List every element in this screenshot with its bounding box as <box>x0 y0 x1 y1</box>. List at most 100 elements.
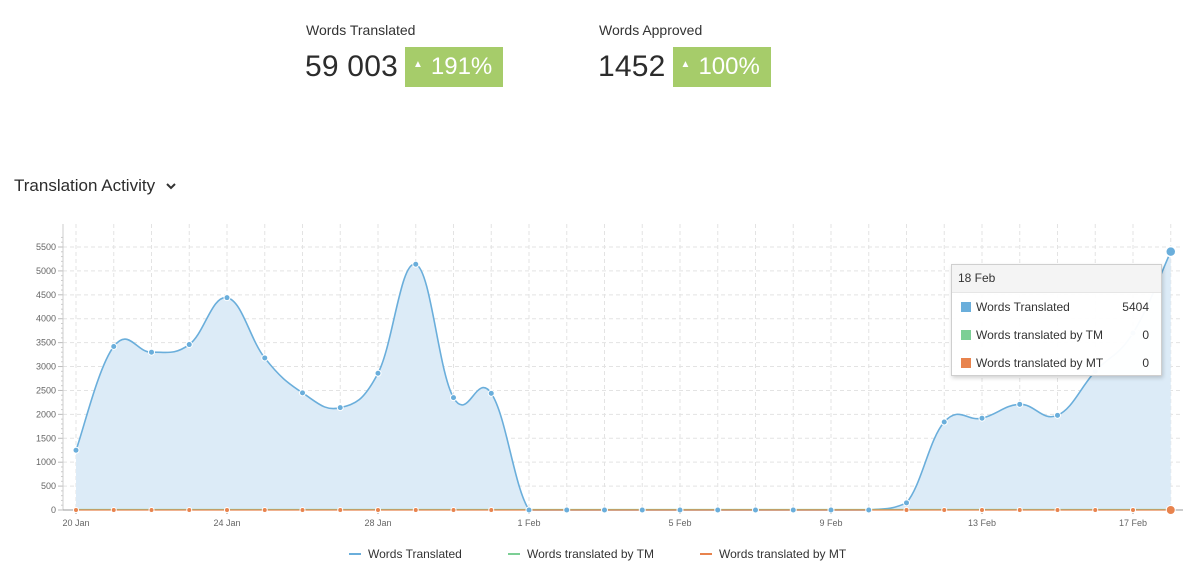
data-point-translated <box>336 404 344 412</box>
data-point-translated <box>185 341 193 349</box>
x-tick-label: 5 Feb <box>668 518 691 528</box>
words-approved-stat: Words Approved 1452 ▲ 100% <box>598 22 771 87</box>
chevron-down-icon <box>166 183 176 190</box>
data-point-mt <box>1130 507 1136 513</box>
up-triangle-icon: ▲ <box>412 58 423 70</box>
y-tick-label: 5000 <box>36 266 56 276</box>
legend-label: Words Translated <box>368 547 462 561</box>
data-point-translated <box>72 446 80 454</box>
y-tick-label: 0 <box>51 505 56 515</box>
data-point-mt <box>979 507 985 513</box>
data-point-translated <box>563 506 571 514</box>
words-approved-label: Words Approved <box>599 22 703 38</box>
data-point-translated <box>374 369 382 377</box>
legend-item-tm[interactable]: Words translated by TM <box>508 547 654 561</box>
y-tick-label: 3500 <box>36 338 56 348</box>
tooltip-row-value: 0 <box>1142 356 1149 370</box>
data-point-translated <box>638 506 646 514</box>
tooltip-row-label: Words translated by MT <box>976 356 1104 370</box>
data-point-translated <box>1165 245 1177 258</box>
data-point-translated <box>865 506 873 514</box>
x-tick-label: 20 Jan <box>62 518 89 528</box>
x-tick-label: 24 Jan <box>213 518 240 528</box>
words-translated-change: 191% <box>430 53 493 80</box>
data-point-translated <box>676 506 684 514</box>
y-tick-label: 4000 <box>36 314 56 324</box>
y-tick-label: 500 <box>41 481 56 491</box>
data-point-mt <box>261 507 268 513</box>
data-point-mt <box>941 507 948 513</box>
legend-label: Words translated by TM <box>527 547 654 561</box>
x-tick-label: 1 Feb <box>517 518 540 528</box>
words-translated-label: Words Translated <box>306 22 416 38</box>
data-point-translated <box>223 294 231 302</box>
tooltip-row-tm: Words translated by TM 0 <box>952 321 1161 349</box>
tooltip-row-translated: Words Translated 5404 <box>952 293 1161 321</box>
tooltip-row-label: Words translated by TM <box>976 328 1103 342</box>
data-point-translated <box>827 506 835 514</box>
legend-line-icon <box>508 553 520 555</box>
data-point-mt <box>375 507 381 513</box>
data-point-translated <box>940 418 948 426</box>
data-point-mt <box>488 507 495 513</box>
data-point-mt <box>186 507 193 513</box>
y-tick-label: 1000 <box>36 457 56 467</box>
x-tick-label: 28 Jan <box>364 518 391 528</box>
tooltip-swatch-translated <box>961 302 971 312</box>
data-point-mt <box>1016 507 1023 513</box>
data-point-translated <box>978 414 986 422</box>
words-translated-change-badge: ▲ 191% <box>404 47 504 87</box>
data-point-mt <box>110 507 117 513</box>
data-point-mt <box>903 507 910 513</box>
tooltip-row-mt: Words translated by MT 0 <box>952 349 1161 377</box>
data-point-translated <box>525 506 533 514</box>
legend-line-icon <box>700 553 712 555</box>
y-tick-label: 4500 <box>36 290 56 300</box>
data-point-translated <box>1016 400 1024 408</box>
tooltip-swatch-mt <box>961 358 971 368</box>
data-point-mt <box>1054 507 1061 513</box>
data-point-translated <box>789 506 797 514</box>
data-point-mt <box>450 507 457 513</box>
y-tick-label: 2000 <box>36 409 56 419</box>
data-point-translated <box>752 506 759 514</box>
data-point-mt <box>1092 507 1099 513</box>
data-point-mt <box>224 507 230 513</box>
y-tick-label: 2500 <box>36 385 56 395</box>
x-tick-label: 17 Feb <box>1119 518 1147 528</box>
words-approved-change-badge: ▲ 100% <box>672 47 771 87</box>
legend-item-mt[interactable]: Words translated by MT <box>700 547 846 561</box>
data-point-mt <box>337 507 344 513</box>
data-point-mt <box>299 507 306 513</box>
y-tick-label: 1500 <box>36 433 56 443</box>
data-point-translated <box>714 506 722 514</box>
up-triangle-icon: ▲ <box>680 58 691 70</box>
data-point-mt-hover <box>1165 505 1176 515</box>
legend-item-translated[interactable]: Words Translated <box>349 547 462 561</box>
data-point-translated <box>412 260 420 268</box>
tooltip-date: 18 Feb <box>952 265 1161 293</box>
tooltip-row-label: Words Translated <box>976 300 1070 314</box>
data-point-translated <box>110 342 118 350</box>
chart-tooltip: 18 Feb Words Translated 5404 Words trans… <box>951 264 1162 376</box>
legend-label: Words translated by MT <box>719 547 847 561</box>
data-point-translated <box>450 394 457 402</box>
tooltip-swatch-tm <box>961 330 971 340</box>
data-point-translated <box>261 354 269 362</box>
series-area-words-translated <box>76 251 1171 510</box>
tooltip-row-value: 0 <box>1142 328 1149 342</box>
tooltip-row-value: 5404 <box>1122 300 1149 314</box>
data-point-translated <box>148 348 155 356</box>
legend-line-icon <box>349 553 361 555</box>
chart-title-dropdown[interactable]: Translation Activity <box>14 176 177 196</box>
words-approved-change: 100% <box>698 53 760 80</box>
x-tick-label: 13 Feb <box>968 518 996 528</box>
chart-title: Translation Activity <box>14 176 156 195</box>
data-point-translated <box>487 389 495 397</box>
data-point-translated <box>1054 411 1061 419</box>
words-translated-stat: Words Translated 59 003 ▲ 191% <box>305 22 504 87</box>
data-point-translated <box>601 506 608 514</box>
data-point-translated <box>903 499 910 507</box>
words-translated-value: 59 003 <box>305 50 398 83</box>
